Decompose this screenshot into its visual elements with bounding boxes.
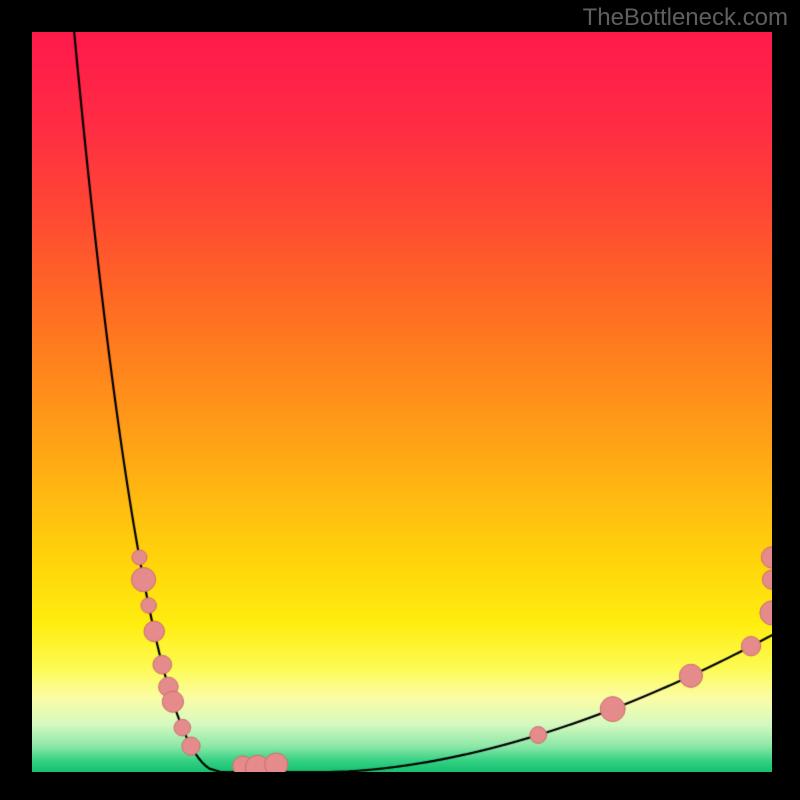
watermark-text: TheBottleneck.com xyxy=(583,4,788,32)
curve-layer xyxy=(32,32,772,772)
plot-area xyxy=(32,32,772,772)
chart-root: TheBottleneck.com xyxy=(0,0,800,800)
